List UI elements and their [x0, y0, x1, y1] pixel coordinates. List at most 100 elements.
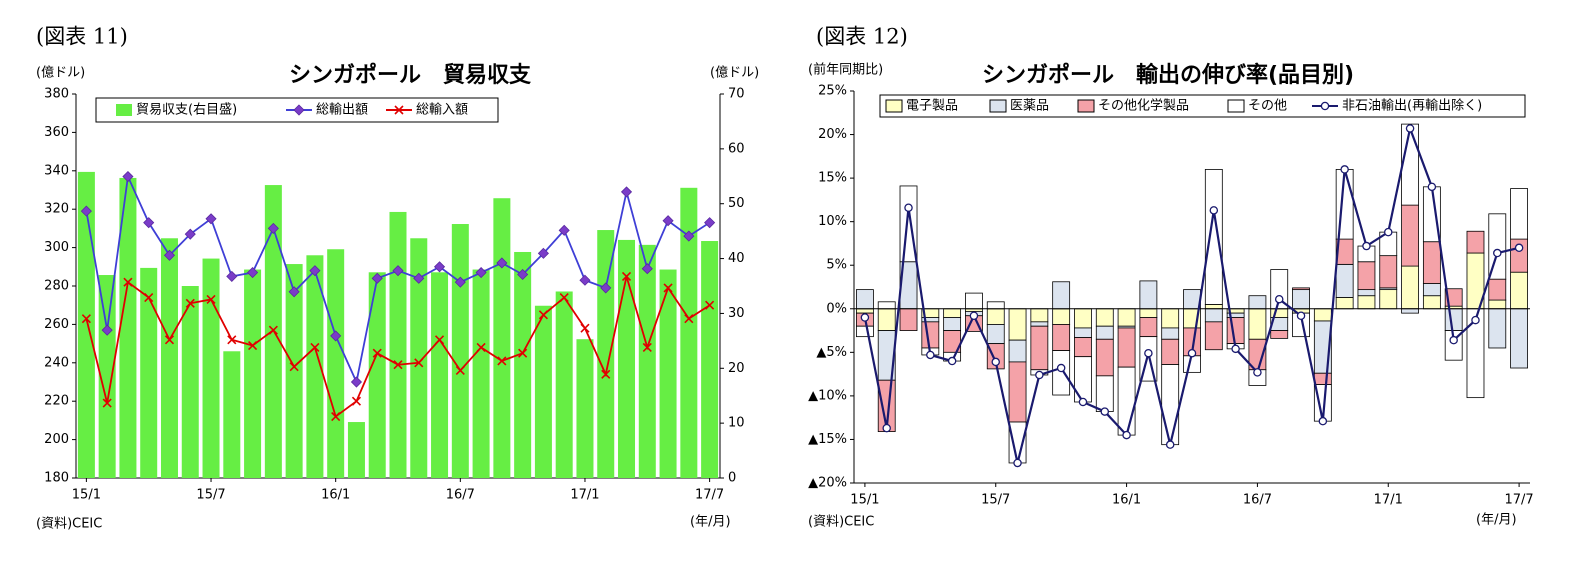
y-tick-label: 380	[44, 87, 69, 102]
marker	[248, 340, 258, 351]
y-tick-label: 220	[44, 394, 69, 409]
y-tick-label: ▲5%	[816, 345, 847, 360]
marker-stroke	[559, 292, 569, 303]
marker	[947, 356, 957, 366]
bar	[451, 224, 469, 478]
bar	[1074, 308, 1092, 329]
bar	[1139, 308, 1158, 318]
marker-stroke	[497, 356, 507, 366]
marker	[621, 271, 632, 281]
bar	[1204, 308, 1223, 323]
marker	[684, 314, 694, 324]
marker	[163, 249, 176, 261]
bar	[856, 289, 874, 310]
y-tick-label: 10%	[818, 214, 847, 229]
marker	[1318, 416, 1328, 426]
bar	[1401, 204, 1419, 267]
bar	[1401, 123, 1419, 206]
x-tick-label: 15/1	[850, 493, 879, 508]
bar	[638, 244, 656, 478]
marker-stroke	[268, 325, 278, 335]
marker	[330, 330, 342, 342]
bar	[1510, 308, 1528, 369]
figure-label: (図表 12)	[816, 25, 908, 49]
bar	[1161, 364, 1180, 446]
bar	[389, 211, 407, 478]
bar	[472, 269, 490, 478]
marker-stroke	[185, 298, 195, 308]
marker	[991, 357, 1000, 367]
x-unit: (年/月)	[690, 515, 731, 530]
marker	[434, 335, 445, 345]
marker	[205, 213, 217, 225]
y-tick-label: 280	[44, 279, 69, 294]
bar	[493, 198, 511, 478]
bar	[1008, 308, 1027, 341]
marker	[413, 272, 425, 284]
bar	[1204, 168, 1223, 305]
bar	[306, 255, 324, 478]
bar	[1139, 317, 1158, 338]
bar	[986, 301, 1005, 310]
marker-stroke	[310, 342, 320, 353]
marker-stroke	[164, 335, 175, 345]
marker-stroke	[476, 342, 486, 353]
bar	[1401, 308, 1419, 314]
marker	[331, 411, 341, 422]
bar	[1379, 255, 1398, 289]
y2-tick-label: 40	[728, 251, 745, 266]
bar	[1074, 327, 1092, 338]
y2-tick-label: 60	[728, 141, 745, 156]
bar	[1052, 350, 1071, 396]
marker-stroke	[351, 396, 362, 406]
legend-label: その他化学製品	[1098, 98, 1189, 114]
bar	[1095, 325, 1114, 340]
marker	[1209, 206, 1219, 215]
marker	[185, 298, 195, 308]
bar	[98, 275, 116, 478]
bar	[1008, 361, 1027, 423]
marker	[1427, 182, 1437, 192]
y-tick-label: 5%	[826, 258, 847, 273]
marker	[122, 170, 134, 183]
marker	[1296, 311, 1306, 320]
bar	[1052, 308, 1071, 325]
bar	[223, 351, 241, 478]
bar	[1248, 308, 1267, 340]
legend-label: 医薬品	[1010, 99, 1049, 114]
bar	[921, 321, 940, 349]
marker	[704, 217, 716, 229]
bar	[1248, 295, 1267, 310]
bar	[119, 177, 137, 478]
marker-stroke	[538, 310, 548, 320]
marker-stroke	[601, 369, 611, 379]
marker	[683, 230, 695, 242]
marker	[662, 215, 674, 227]
bar	[327, 249, 345, 478]
bar	[514, 251, 532, 478]
marker-stroke	[414, 358, 424, 368]
bar	[576, 339, 594, 478]
x-tick-label: 17/1	[1374, 493, 1403, 508]
y-axis-label: (前年同期比)	[808, 62, 883, 78]
marker	[394, 105, 404, 115]
bar	[1161, 338, 1180, 365]
bar	[943, 317, 962, 331]
marker	[641, 263, 653, 275]
bar	[1204, 304, 1223, 310]
marker-stroke	[289, 362, 299, 372]
bar	[659, 269, 677, 478]
x-tick-label: 17/7	[695, 488, 724, 503]
marker	[1122, 430, 1131, 440]
marker	[517, 268, 529, 281]
x-unit: (年/月)	[1476, 513, 1517, 528]
source: (資料)CEIC	[808, 515, 874, 530]
marker-stroke	[455, 365, 465, 376]
y-tick-label: ▲10%	[808, 388, 847, 403]
bar	[1466, 230, 1485, 254]
marker-stroke	[705, 300, 715, 310]
marker	[476, 342, 486, 353]
bar	[1444, 308, 1463, 331]
bar	[1052, 281, 1071, 310]
chart-title: シンガポール 輸出の伸び率(品目別)	[982, 62, 1354, 88]
